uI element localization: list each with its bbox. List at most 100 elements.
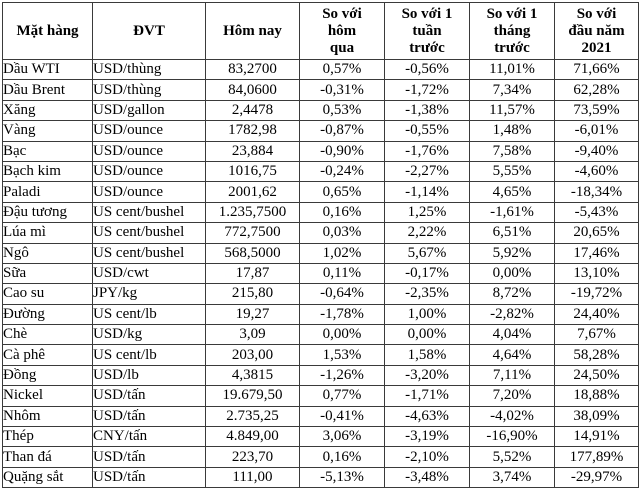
table-row: Than đá USD/tấn 223,70 0,16% -2,10% 5,52% 177,… [2, 446, 639, 468]
column-header-vs-week: So với 1 tuần trước [384, 2, 470, 60]
vs-yesterday-cell: -0,41% [299, 405, 385, 428]
vs-ytd-cell: 13,10% [554, 262, 639, 285]
vs-ytd-cell: 38,09% [554, 405, 639, 428]
vs-month-cell: 5,52% [469, 446, 555, 468]
unit-cell: USD/kg [92, 324, 206, 346]
vs-ytd-cell: -29,97% [554, 466, 639, 489]
vs-week-cell: -2,35% [384, 283, 470, 305]
unit-cell: USD/thùng [92, 79, 206, 101]
vs-yesterday-cell: 0,00% [299, 324, 385, 346]
unit-cell: USD/ounce [92, 120, 206, 142]
table-row: Đậu tương US cent/bushel 1.235,7500 0,16% 1,… [2, 201, 639, 224]
commodity-cell: Dầu Brent [2, 79, 93, 101]
vs-yesterday-cell: -1,78% [299, 303, 385, 326]
vs-month-cell: 7,11% [469, 364, 555, 387]
vs-month-cell: 5,92% [469, 242, 555, 264]
vs-month-cell: 7,34% [469, 79, 555, 101]
unit-cell: USD/tấn [92, 446, 206, 468]
today-cell: 4,3815 [205, 364, 300, 387]
commodity-cell: Lúa mì [2, 222, 93, 244]
today-cell: 84,0600 [205, 79, 300, 101]
today-cell: 568,5000 [205, 242, 300, 264]
vs-ytd-cell: 58,28% [554, 344, 639, 366]
vs-yesterday-cell: 0,53% [299, 99, 385, 122]
today-cell: 1782,98 [205, 120, 300, 142]
vs-ytd-cell: 14,91% [554, 426, 639, 448]
today-cell: 23,884 [205, 140, 300, 162]
vs-ytd-cell: -18,34% [554, 181, 639, 203]
commodity-cell: Xăng [2, 99, 93, 122]
table-row: Dầu Brent USD/thùng 84,0600 -0,31% -1,72% 7,3… [2, 79, 639, 101]
today-cell: 83,2700 [205, 58, 300, 81]
vs-yesterday-cell: 0,11% [299, 262, 385, 285]
unit-cell: CNY/tấn [92, 426, 206, 448]
table-row: Ngô US cent/bushel 568,5000 1,02% 5,67% 5,92%… [2, 242, 639, 264]
vs-ytd-cell: -5,43% [554, 201, 639, 224]
table-row: Quặng sắt USD/tấn 111,00 -5,13% -3,48% 3,74% -… [2, 466, 639, 489]
today-cell: 215,80 [205, 283, 300, 305]
vs-yesterday-cell: -5,13% [299, 466, 385, 489]
today-cell: 223,70 [205, 446, 300, 468]
table-row: Dầu WTI USD/thùng 83,2700 0,57% -0,56% 11,01%… [2, 58, 639, 81]
unit-cell: USD/ounce [92, 181, 206, 203]
vs-ytd-cell: 7,67% [554, 324, 639, 346]
vs-month-cell: -4,02% [469, 405, 555, 428]
vs-week-cell: -2,10% [384, 446, 470, 468]
commodity-cell: Dầu WTI [2, 58, 93, 81]
commodity-cell: Nhôm [2, 405, 93, 428]
vs-ytd-cell: 24,40% [554, 303, 639, 326]
commodity-cell: Ngô [2, 242, 93, 264]
table-row: Chè USD/kg 3,09 0,00% 0,00% 4,04% 7,67% [2, 324, 639, 346]
unit-cell: USD/tấn [92, 405, 206, 428]
vs-ytd-cell: -4,60% [554, 160, 639, 183]
vs-ytd-cell: 18,88% [554, 385, 639, 407]
vs-month-cell: -1,61% [469, 201, 555, 224]
today-cell: 2001,62 [205, 181, 300, 203]
vs-ytd-cell: 177,89% [554, 446, 639, 468]
table-row: Nickel USD/tấn 19.679,50 0,77% -1,71% 7,20% 18… [2, 385, 639, 407]
vs-week-cell: -0,17% [384, 262, 470, 285]
table-row: Thép CNY/tấn 4.849,00 3,06% -3,19% -16,90% 14,… [2, 426, 639, 448]
vs-month-cell: 4,04% [469, 324, 555, 346]
table-row: Bạc USD/ounce 23,884 -0,90% -1,76% 7,58% -9,40… [2, 140, 639, 162]
vs-yesterday-cell: 1,02% [299, 242, 385, 264]
unit-cell: USD/cwt [92, 262, 206, 285]
commodity-cell: Sữa [2, 262, 93, 285]
unit-cell: USD/ounce [92, 140, 206, 162]
today-cell: 111,00 [205, 466, 300, 489]
table-row: Paladi USD/ounce 2001,62 0,65% -1,14% 4,65% -1… [2, 181, 639, 203]
commodity-cell: Paladi [2, 181, 93, 203]
vs-week-cell: 5,67% [384, 242, 470, 264]
column-header-unit: ĐVT [92, 2, 206, 60]
vs-month-cell: 1,48% [469, 120, 555, 142]
column-header-vs-ytd: So với đầu năm 2021 [554, 2, 639, 60]
table-row: Cao su JPY/kg 215,80 -0,64% -2,35% 8,72% -19,7… [2, 283, 639, 305]
commodity-cell: Đồng [2, 364, 93, 387]
column-header-today: Hôm nay [205, 2, 300, 60]
vs-week-cell: -1,72% [384, 79, 470, 101]
table-row: Vàng USD/ounce 1782,98 -0,87% -0,55% 1,48% -6,… [2, 120, 639, 142]
commodity-cell: Nickel [2, 385, 93, 407]
vs-month-cell: 7,20% [469, 385, 555, 407]
vs-ytd-cell: -19,72% [554, 283, 639, 305]
vs-month-cell: -2,82% [469, 303, 555, 326]
commodity-cell: Bạch kim [2, 160, 93, 183]
vs-week-cell: -1,71% [384, 385, 470, 407]
unit-cell: USD/tấn [92, 385, 206, 407]
vs-month-cell: 8,72% [469, 283, 555, 305]
vs-week-cell: 2,22% [384, 222, 470, 244]
vs-yesterday-cell: -1,26% [299, 364, 385, 387]
vs-week-cell: 1,25% [384, 201, 470, 224]
today-cell: 2.735,25 [205, 405, 300, 428]
vs-month-cell: -16,90% [469, 426, 555, 448]
table-row: Sữa USD/cwt 17,87 0,11% -0,17% 0,00% 13,10% [2, 262, 639, 285]
today-cell: 1.235,7500 [205, 201, 300, 224]
vs-week-cell: 0,00% [384, 324, 470, 346]
today-cell: 772,7500 [205, 222, 300, 244]
header-row: Mặt hàng ĐVT Hôm nay So với hôm qua So với 1… [2, 2, 639, 60]
unit-cell: US cent/lb [92, 303, 206, 326]
today-cell: 2,4478 [205, 99, 300, 122]
vs-week-cell: -3,48% [384, 466, 470, 489]
